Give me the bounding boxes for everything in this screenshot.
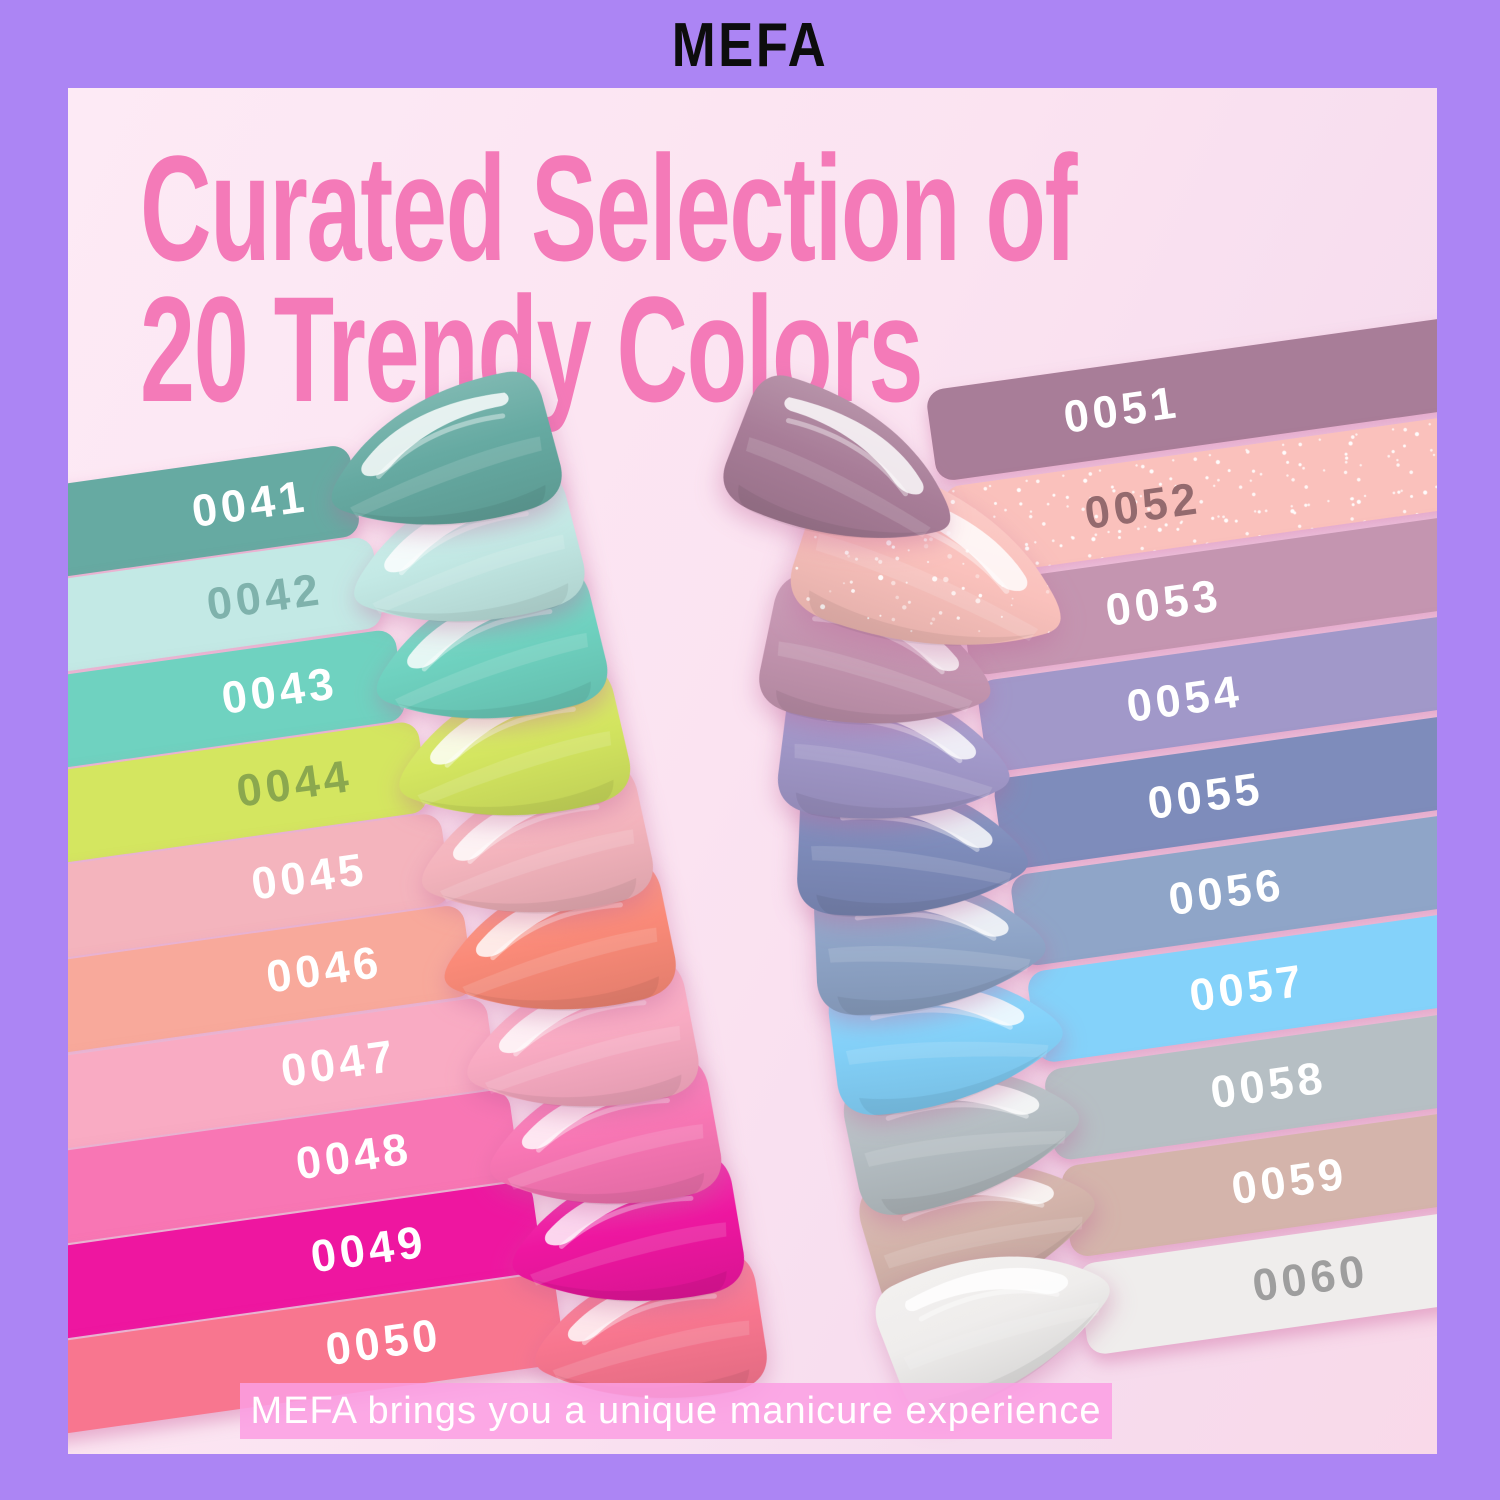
content-canvas: Curated Selection of 20 Trendy Colors 00… xyxy=(68,88,1437,1454)
swatch-number-0051: 0051 xyxy=(1060,376,1183,443)
page-title: Curated Selection of 20 Trendy Colors xyxy=(140,124,1078,424)
swatch-number-0059: 0059 xyxy=(1228,1147,1351,1215)
swatch-number-0058: 0058 xyxy=(1207,1051,1330,1118)
swatch-number-0043: 0043 xyxy=(218,656,341,724)
banner-text: MEFA brings you a unique manicure experi… xyxy=(250,1389,1102,1432)
brand-text: MEFA xyxy=(671,11,829,80)
swatch-number-0053: 0053 xyxy=(1102,569,1225,636)
title-line-1: Curated Selection of xyxy=(140,124,1078,292)
swatch-number-0060: 0060 xyxy=(1249,1244,1372,1311)
nail-0041 xyxy=(299,355,581,568)
swatch-number-0047: 0047 xyxy=(277,1029,400,1096)
swatch-number-0041: 0041 xyxy=(188,470,311,537)
swatch-number-0049: 0049 xyxy=(307,1215,430,1283)
swatch-number-0055: 0055 xyxy=(1144,761,1267,829)
swatch-number-0050: 0050 xyxy=(322,1308,445,1376)
swatch-number-0052: 0052 xyxy=(1081,472,1204,540)
swatch-number-0057: 0057 xyxy=(1186,954,1309,1022)
swatch-number-0045: 0045 xyxy=(248,842,371,910)
swatch-number-0054: 0054 xyxy=(1123,665,1246,733)
swatch-number-0044: 0044 xyxy=(233,749,356,817)
swatch-number-0042: 0042 xyxy=(203,563,326,631)
nail-0060 xyxy=(856,1205,1143,1432)
swatch-number-0046: 0046 xyxy=(263,936,386,1003)
nail-0051 xyxy=(702,357,990,590)
swatch-number-0056: 0056 xyxy=(1165,858,1288,926)
swatch-number-0048: 0048 xyxy=(292,1122,415,1190)
banner: MEFA brings you a unique manicure experi… xyxy=(240,1383,1112,1439)
